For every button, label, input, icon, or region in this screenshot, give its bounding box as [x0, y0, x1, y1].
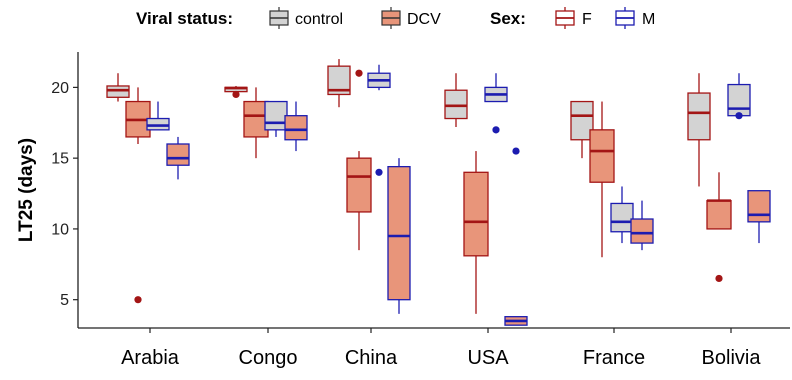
outlier-dcv-f-china: [355, 69, 363, 77]
outlier-dcv-m-usa: [512, 147, 520, 155]
box-control-m-france: [610, 202, 634, 233]
outlier-control-m-bolivia: [735, 112, 743, 120]
legend-label-dcv: DCV: [407, 11, 441, 28]
box-control-m-bolivia: [727, 83, 751, 117]
box-control-f-arabia: [106, 85, 130, 98]
legend-title-viral-status: Viral status:: [136, 9, 233, 28]
box-control-f-china: [327, 65, 351, 96]
x-tick-label: USA: [467, 347, 509, 369]
box-control-f-france: [570, 100, 594, 141]
x-tick-label: Bolivia: [702, 347, 762, 369]
legend-label-sex-m: M: [642, 11, 655, 28]
box-control-m-congo: [264, 100, 288, 131]
box-dcv-m-china: [387, 165, 411, 301]
box-control-m-arabia: [146, 117, 170, 131]
y-tick-label: 20: [51, 80, 69, 97]
box-dcv-m-arabia: [166, 143, 190, 166]
box-dcv-f-congo: [243, 100, 269, 138]
outlier-control-m-china: [375, 168, 383, 176]
outlier-dcv-f-arabia: [134, 296, 142, 304]
x-tick-label: China: [345, 347, 398, 369]
y-tick-label: 15: [51, 151, 69, 168]
legend-label-control: control: [295, 11, 343, 28]
box-dcv-m-france: [630, 218, 654, 244]
box-dcv-m-congo: [284, 115, 308, 141]
box-dcv-f-usa: [463, 171, 489, 257]
legend-label-sex-f: F: [582, 11, 592, 28]
outlier-control-f-congo: [232, 90, 240, 99]
legend-title-sex: Sex:: [490, 9, 526, 28]
box-dcv-f-china: [346, 157, 372, 213]
outlier-control-m-usa: [492, 126, 500, 134]
x-tick-label: Arabia: [121, 347, 180, 369]
x-tick-label: France: [583, 347, 645, 369]
box-dcv-m-bolivia: [747, 190, 771, 223]
box-dcv-f-bolivia: [706, 199, 732, 230]
box-control-f-bolivia: [687, 92, 711, 141]
x-tick-label: Congo: [239, 347, 298, 369]
box-control-f-usa: [444, 89, 468, 120]
outlier-dcv-f-bolivia: [715, 274, 723, 283]
box-dcv-f-france: [589, 129, 615, 183]
y-axis-title: LT25 (days): [16, 138, 37, 242]
y-tick-label: 5: [60, 292, 69, 309]
y-tick-label: 10: [51, 221, 69, 238]
